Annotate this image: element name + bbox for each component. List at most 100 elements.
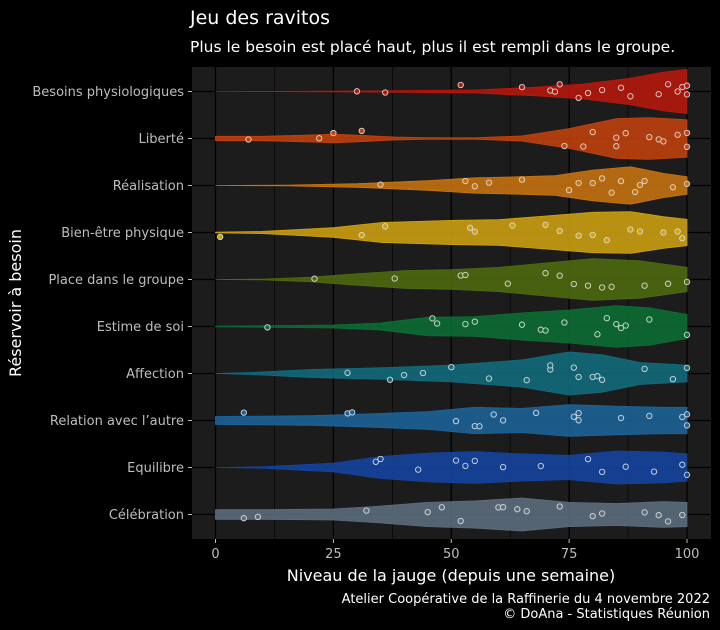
caption-line-2: © DoAna - Statistiques Réunion — [503, 607, 710, 622]
data-point — [344, 369, 351, 376]
data-point — [679, 461, 686, 468]
data-point — [377, 455, 384, 463]
data-point — [556, 503, 563, 510]
data-point — [448, 363, 455, 371]
data-point — [485, 375, 493, 382]
data-point — [518, 83, 526, 91]
data-point — [674, 88, 681, 95]
data-point — [353, 88, 361, 95]
data-point — [490, 411, 497, 418]
data-point — [575, 417, 582, 424]
data-point — [240, 409, 247, 416]
data-point — [650, 468, 658, 475]
data-point — [556, 272, 563, 279]
data-point — [264, 324, 271, 331]
data-point — [674, 228, 681, 235]
data-point — [589, 128, 596, 136]
y-tick-label: Célébration — [109, 508, 184, 523]
x-tick-label: 75 — [561, 547, 578, 562]
data-point — [471, 318, 478, 325]
data-point — [462, 271, 469, 279]
data-point — [655, 512, 662, 519]
data-point — [603, 314, 610, 322]
y-tick-label: Réalisation — [113, 179, 184, 194]
data-point — [415, 466, 422, 473]
data-point — [603, 237, 610, 244]
data-point — [589, 179, 596, 187]
data-point — [424, 508, 431, 516]
data-point — [377, 181, 384, 188]
data-point — [584, 282, 592, 289]
data-point — [570, 413, 577, 420]
data-point — [627, 226, 634, 233]
data-point — [683, 91, 691, 98]
data-point — [382, 89, 389, 96]
violin-6 — [215, 305, 688, 348]
data-point — [636, 181, 644, 189]
data-point — [660, 229, 667, 236]
chart-title: Jeu des ravitos — [189, 7, 330, 29]
data-point — [462, 462, 469, 470]
data-point — [683, 278, 691, 286]
data-point — [551, 88, 559, 95]
data-point — [504, 280, 511, 287]
data-point — [598, 86, 606, 94]
data-point — [598, 510, 606, 517]
data-point — [452, 457, 460, 464]
data-point — [683, 331, 691, 338]
data-point — [485, 179, 493, 186]
point-layer — [217, 81, 691, 525]
data-point — [311, 275, 318, 282]
data-point — [499, 463, 507, 471]
data-point — [570, 364, 577, 371]
data-point — [669, 184, 677, 191]
data-point — [613, 143, 620, 150]
data-point — [575, 409, 582, 417]
data-point — [391, 275, 398, 282]
data-point — [400, 371, 408, 379]
data-point — [542, 221, 549, 228]
data-point — [598, 468, 606, 476]
data-point — [631, 188, 639, 196]
y-tick-label: Besoins physiologiques — [32, 85, 184, 100]
data-point — [575, 232, 582, 239]
data-point — [523, 508, 530, 515]
data-point — [240, 515, 247, 522]
data-point — [613, 134, 620, 141]
y-tick-label: Bien-être physique — [61, 226, 184, 241]
data-point — [617, 84, 625, 91]
data-point — [683, 143, 691, 150]
data-point — [509, 222, 516, 229]
x-axis-ticks: 0 25 50 75 100 — [211, 539, 699, 562]
x-tick-label: 100 — [675, 547, 700, 562]
data-point — [683, 180, 691, 187]
x-tick-label: 0 — [211, 547, 219, 562]
data-point — [598, 175, 606, 182]
data-point — [679, 235, 686, 242]
data-point — [664, 518, 672, 525]
y-axis-title: Réservoir à besoin — [6, 229, 25, 377]
data-point — [457, 81, 464, 89]
data-point — [330, 129, 337, 137]
data-point — [683, 422, 691, 429]
data-point — [584, 455, 592, 463]
data-point — [532, 409, 540, 417]
data-point — [457, 517, 464, 525]
data-point — [589, 513, 596, 520]
y-tick-label: Place dans le groupe — [48, 273, 184, 288]
data-point — [565, 186, 573, 194]
data-point — [499, 504, 507, 511]
data-point — [641, 509, 648, 516]
data-point — [598, 284, 606, 291]
data-point — [438, 504, 445, 511]
data-point — [683, 411, 691, 418]
data-point — [580, 143, 587, 150]
data-point — [462, 177, 469, 185]
y-tick-label: Estime de soi — [97, 320, 184, 335]
data-point — [617, 177, 625, 185]
data-point — [589, 231, 596, 239]
data-point — [429, 315, 436, 322]
x-tick-label: 50 — [443, 547, 460, 562]
data-point — [627, 93, 634, 100]
